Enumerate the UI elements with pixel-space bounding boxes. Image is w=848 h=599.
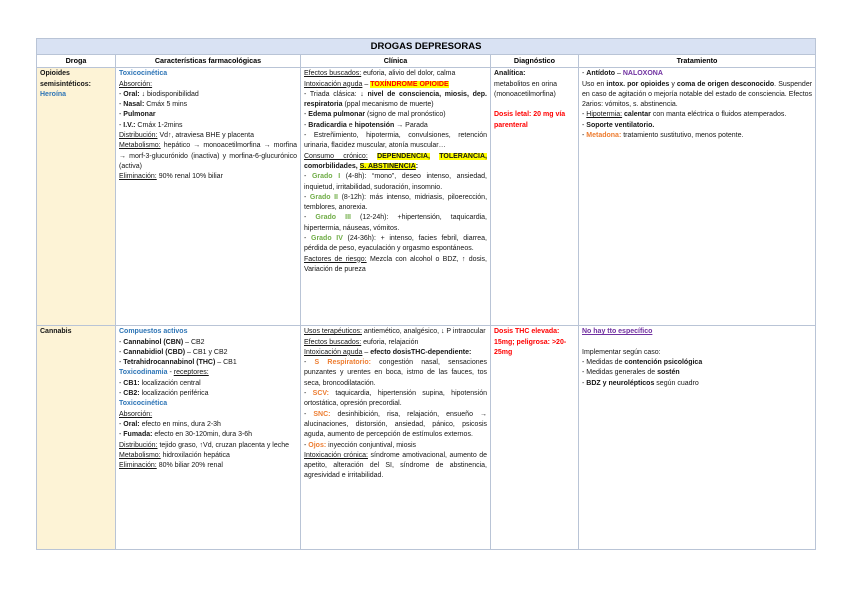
cell-diag-cannabis: Dosis THC elevada: 15mg; peligrosa: >20-… — [490, 325, 579, 551]
depressor-drugs-table: DROGAS DEPRESORAS Droga Características … — [35, 38, 817, 551]
cell-clinic-cannabis: Usos terapéuticos: antiemético, analgési… — [300, 325, 491, 551]
cell-drug-cannabis: Cannabis — [36, 325, 116, 551]
cell-treat-opioides: - Antídoto – NALOXONA Uso en intox. por o… — [577, 67, 817, 327]
column-header-caracteristicas: Características farmacológicas — [115, 53, 301, 69]
column-header-diagnostico: Diagnóstico — [490, 53, 579, 69]
cell-pharma-cannabis: Compuestos activos - Cannabinol (CBN) – C… — [115, 325, 301, 551]
table-row-cannabis: Cannabis Compuestos activos - Cannabinol … — [36, 325, 817, 551]
cell-diag-opioides: Analítica: metabolitos en orina (monoacet… — [490, 67, 579, 327]
cell-clinic-opioides: Efectos buscados: euforia, alivio del do… — [300, 67, 491, 327]
table-row-opioides: Opioides semisintéticos: Heroína Toxicoci… — [36, 67, 817, 327]
column-header-droga: Droga — [36, 53, 116, 69]
cell-pharma-opioides: Toxicocinética Absorción: - Oral: ↓ biodis… — [115, 67, 301, 327]
cell-treat-cannabis: No hay tto específico Implementar según … — [577, 325, 817, 551]
cell-drug-opioides: Opioides semisintéticos: Heroína — [36, 67, 116, 327]
table-title: DROGAS DEPRESORAS — [35, 38, 817, 55]
column-header-tratamiento: Tratamiento — [577, 53, 817, 69]
column-header-clinica: Clínica — [300, 53, 491, 69]
